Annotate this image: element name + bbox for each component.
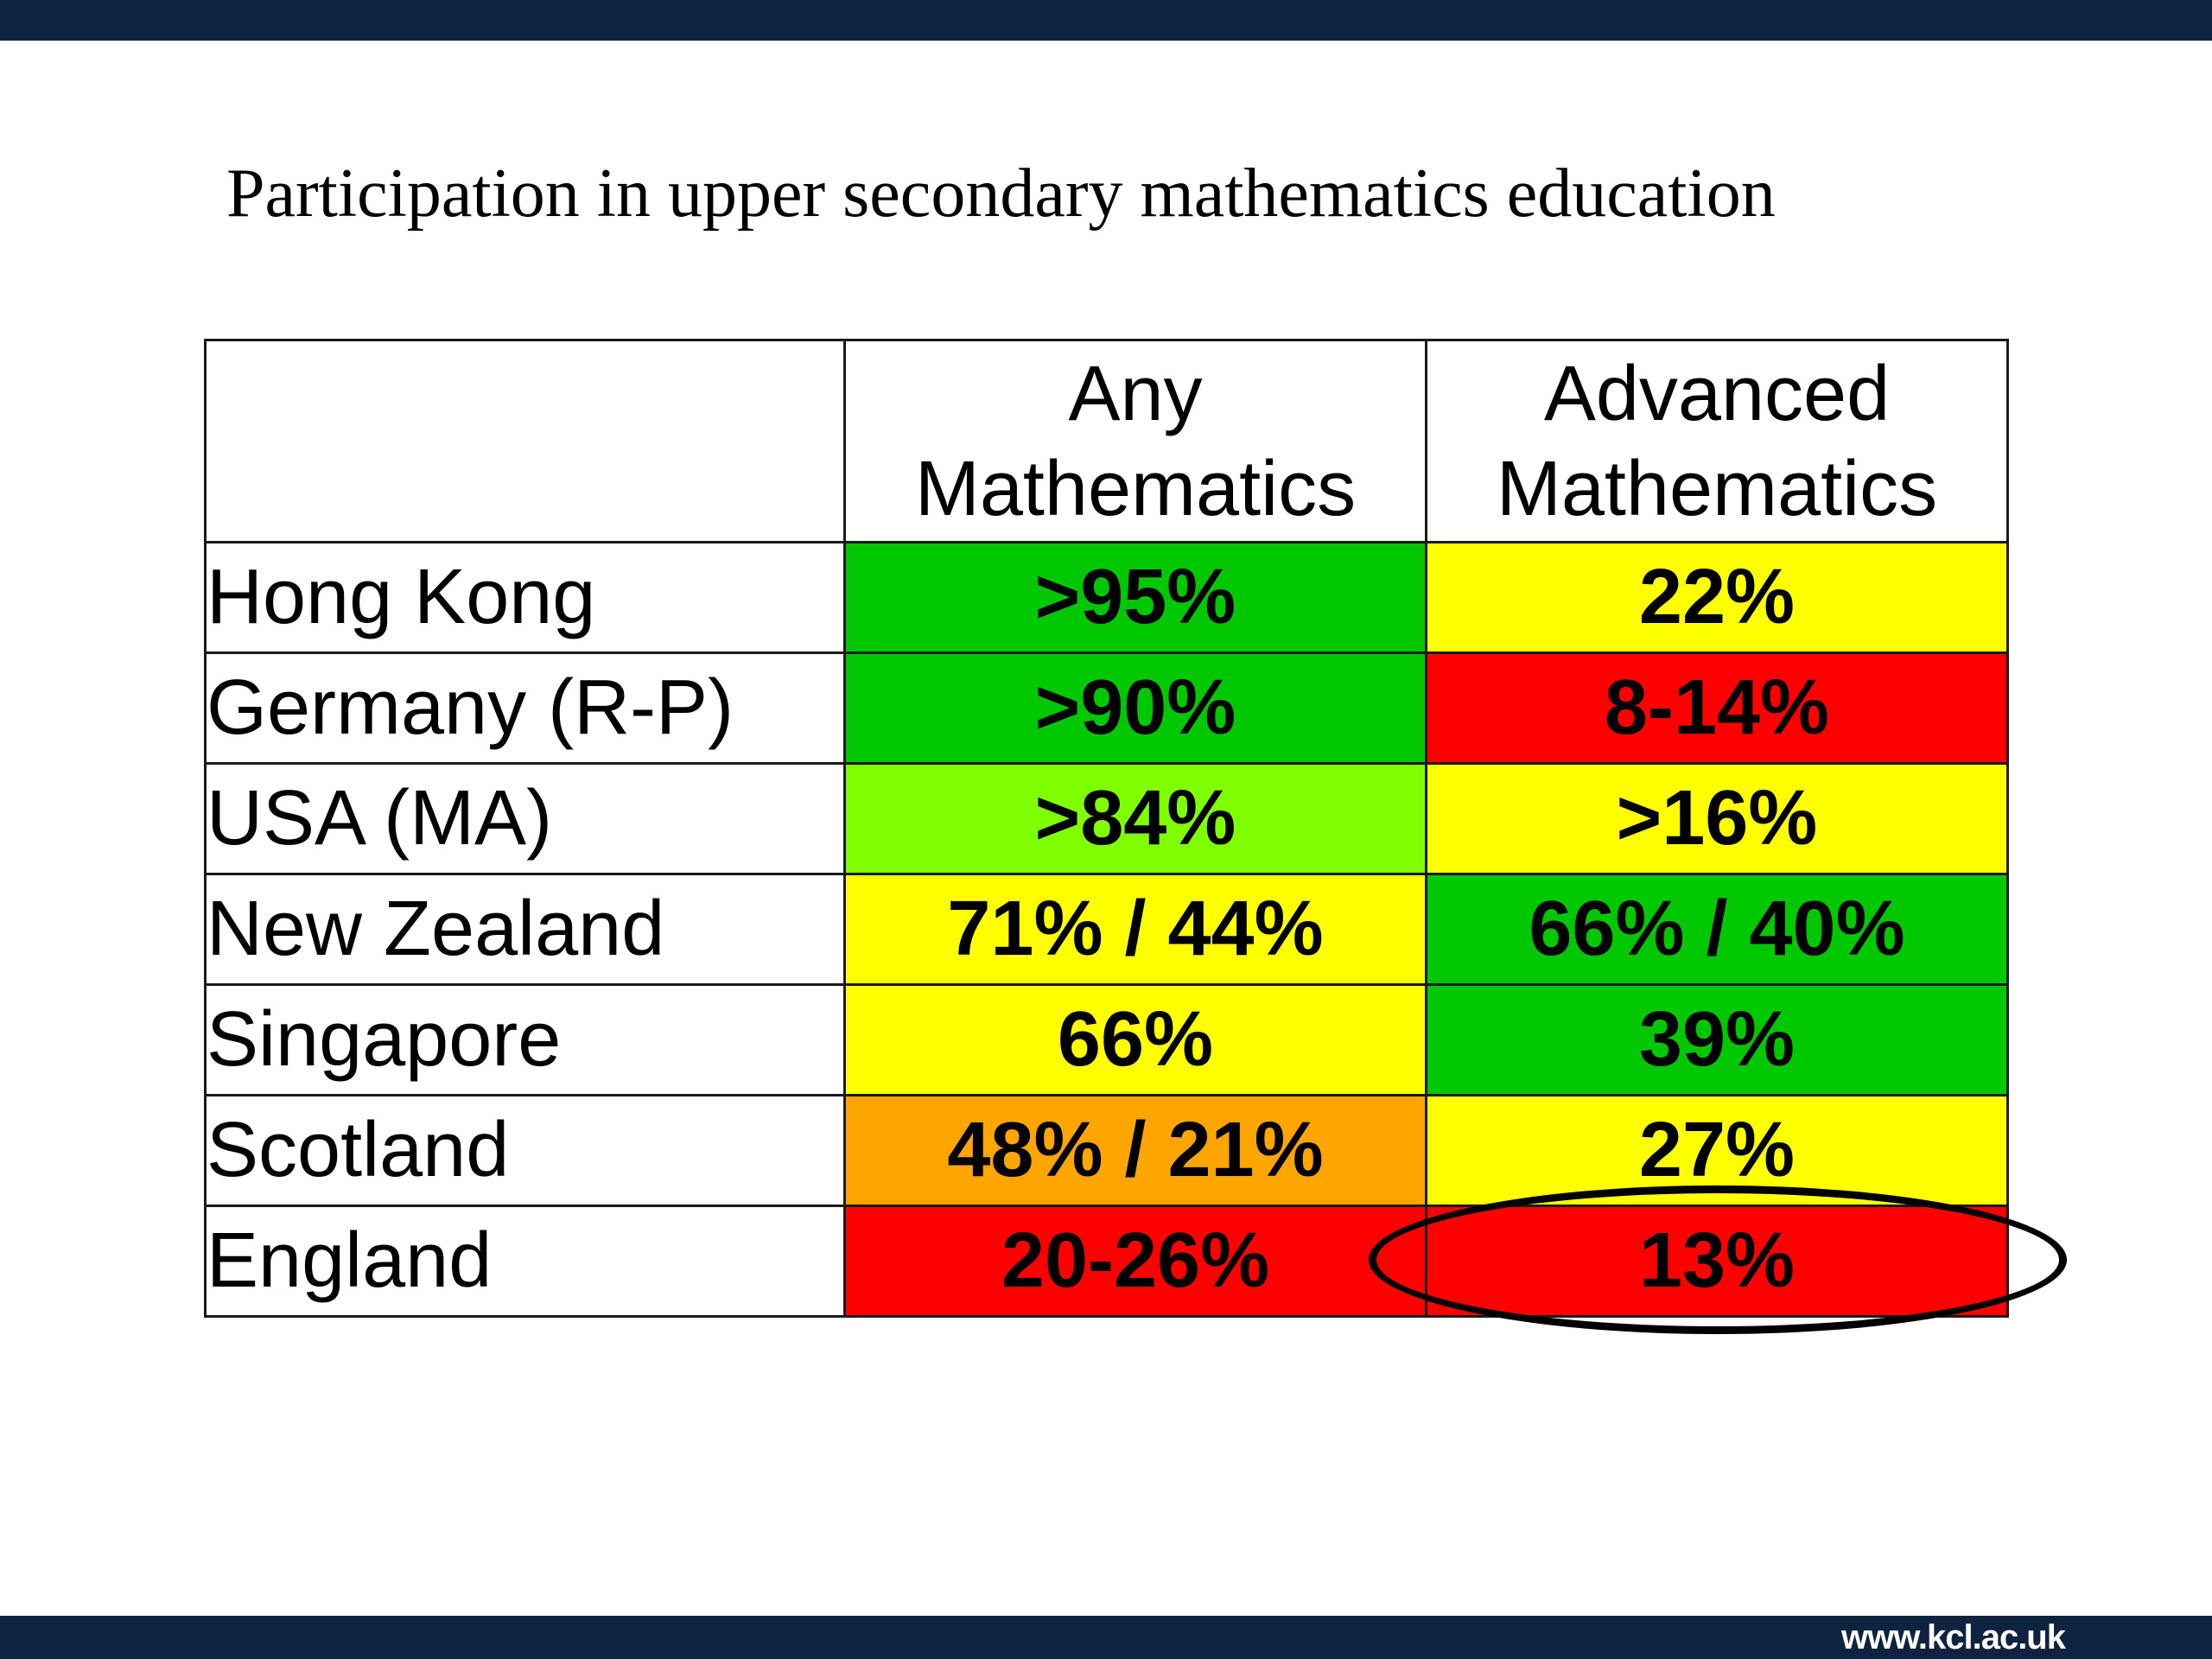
country-cell: England <box>204 1205 846 1318</box>
any-mathematics-cell: 66% <box>843 983 1427 1096</box>
table-body: Hong Kong >95% 22% Germany (R-P) >90% 8-14% US… <box>204 541 2009 1318</box>
table-header-row: Any Mathematics Advanced Mathematics <box>204 339 2009 543</box>
table-row: England 20-26% 13% <box>204 1205 2009 1318</box>
advanced-mathematics-cell: 13% <box>1425 1205 2009 1318</box>
any-mathematics-cell: 20-26% <box>843 1205 1427 1318</box>
header-line: Any <box>1068 350 1203 437</box>
column-header-advanced-mathematics: Advanced Mathematics <box>1425 339 2009 543</box>
advanced-mathematics-cell: 39% <box>1425 983 2009 1096</box>
country-cell: Hong Kong <box>204 541 846 654</box>
advanced-mathematics-cell: 27% <box>1425 1094 2009 1207</box>
table-row: New Zealand 71% / 44% 66% / 40% <box>204 873 2009 986</box>
table-corner-cell <box>204 339 846 543</box>
bottom-banner <box>0 1616 2212 1659</box>
country-cell: Germany (R-P) <box>204 652 846 765</box>
country-cell: USA (MA) <box>204 762 846 875</box>
table-row: USA (MA) >84% >16% <box>204 762 2009 875</box>
country-cell: Singapore <box>204 983 846 1096</box>
country-cell: Scotland <box>204 1094 846 1207</box>
any-mathematics-cell: >84% <box>843 762 1427 875</box>
footer-url: www.kcl.ac.uk <box>1841 1618 2066 1656</box>
advanced-mathematics-cell: 8-14% <box>1425 652 2009 765</box>
table-row: Germany (R-P) >90% 8-14% <box>204 652 2009 765</box>
any-mathematics-cell: >90% <box>843 652 1427 765</box>
top-banner <box>0 0 2212 41</box>
table-row: Hong Kong >95% 22% <box>204 541 2009 654</box>
advanced-mathematics-cell: 22% <box>1425 541 2009 654</box>
column-header-any-mathematics: Any Mathematics <box>843 339 1427 543</box>
header-line: Mathematics <box>1496 445 1938 532</box>
participation-table: Any Mathematics Advanced Mathematics Hon… <box>204 339 2009 1318</box>
slide-title: Participation in upper secondary mathema… <box>226 156 1776 232</box>
header-line: Mathematics <box>914 445 1357 532</box>
any-mathematics-cell: 48% / 21% <box>843 1094 1427 1207</box>
any-mathematics-cell: 71% / 44% <box>843 873 1427 986</box>
country-cell: New Zealand <box>204 873 846 986</box>
advanced-mathematics-cell: 66% / 40% <box>1425 873 2009 986</box>
any-mathematics-cell: >95% <box>843 541 1427 654</box>
header-line: Advanced <box>1543 350 1891 437</box>
advanced-mathematics-cell: >16% <box>1425 762 2009 875</box>
table-row: Singapore 66% 39% <box>204 983 2009 1096</box>
table-row: Scotland 48% / 21% 27% <box>204 1094 2009 1207</box>
